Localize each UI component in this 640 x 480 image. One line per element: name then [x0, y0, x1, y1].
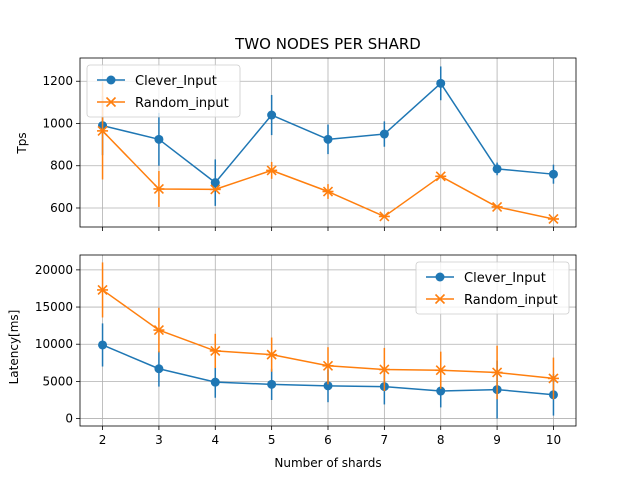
data-point	[435, 171, 447, 182]
x-tick-label: 7	[381, 433, 389, 447]
data-point	[153, 325, 165, 336]
y-tick-label: 0	[65, 412, 73, 426]
legend-item: Random_input	[97, 96, 229, 111]
data-point	[492, 164, 502, 174]
x-tick-label: 9	[493, 433, 501, 447]
data-point	[491, 367, 503, 378]
data-point	[436, 386, 446, 396]
y-tick-label: 5000	[42, 374, 73, 388]
legend-item: Clever_Input	[97, 74, 217, 89]
plot-frame	[79, 57, 577, 228]
data-point	[547, 213, 559, 225]
series-random-input	[97, 262, 559, 400]
data-point	[210, 377, 220, 387]
data-point	[98, 340, 108, 350]
legend-marker	[434, 293, 446, 305]
top-y-axis-label: Tps	[15, 132, 29, 154]
x-axis-label: Number of shards	[274, 456, 381, 470]
legend-label: Random_input	[464, 293, 558, 308]
chart-title: TWO NODES PER SHARD	[234, 35, 421, 53]
legend: Clever_Input Random_input	[415, 261, 570, 315]
bottom-panel: 0 5000 10000 15000 20000 2 3 4 5 6 7 8 9 10 Clever_Inp…	[35, 254, 577, 447]
data-point	[267, 110, 277, 120]
legend-box	[415, 261, 570, 315]
x-tick-label: 10	[546, 433, 561, 447]
x-tick-label: 5	[268, 433, 276, 447]
data-point	[435, 365, 447, 376]
data-point	[436, 78, 446, 88]
legend-item: Clever_Input	[426, 271, 546, 286]
data-point	[322, 360, 334, 371]
x-tick-label: 3	[155, 433, 163, 447]
x-tick-label: 6	[324, 433, 332, 447]
plot-frame	[79, 254, 577, 427]
data-point	[547, 373, 559, 384]
legend-marker	[435, 272, 445, 282]
data-point	[209, 184, 221, 195]
data-point	[378, 364, 390, 375]
legend-label: Random_input	[135, 96, 229, 111]
top-panel: 600 800 1000 1200 Clever_Input Random_input	[42, 57, 577, 231]
data-point	[548, 169, 558, 179]
data-point	[153, 183, 165, 195]
legend-item: Random_input	[426, 293, 558, 308]
data-point	[267, 379, 277, 389]
data-point	[154, 364, 164, 374]
legend-marker	[106, 75, 116, 85]
data-point	[266, 165, 278, 176]
data-point	[209, 345, 221, 356]
y-tick-label: 10000	[35, 337, 73, 351]
y-tick-label: 800	[50, 159, 73, 173]
data-point	[323, 134, 333, 144]
data-point	[378, 211, 390, 222]
legend: Clever_Input Random_input	[86, 64, 241, 118]
x-tick-label: 8	[437, 433, 445, 447]
data-point	[379, 129, 389, 139]
data-point	[323, 381, 333, 391]
series-random-input	[97, 82, 559, 225]
y-tick-label: 600	[50, 201, 73, 215]
legend-label: Clever_Input	[464, 271, 546, 286]
bottom-y-axis-label: Latency[ms]	[7, 310, 21, 385]
data-point	[154, 134, 164, 144]
y-tick-label: 1000	[42, 116, 73, 130]
legend-box	[86, 64, 241, 118]
x-tick-label: 2	[99, 433, 107, 447]
x-tick-label: 4	[211, 433, 219, 447]
data-point	[266, 349, 278, 360]
data-point	[97, 125, 109, 136]
data-point	[491, 201, 503, 212]
data-point	[210, 178, 220, 188]
y-tick-label: 15000	[35, 300, 73, 314]
legend-marker	[105, 96, 117, 108]
data-point	[322, 186, 334, 197]
data-point	[97, 284, 109, 296]
legend-label: Clever_Input	[135, 74, 217, 89]
y-tick-label: 20000	[35, 263, 73, 277]
y-tick-label: 1200	[42, 74, 73, 88]
